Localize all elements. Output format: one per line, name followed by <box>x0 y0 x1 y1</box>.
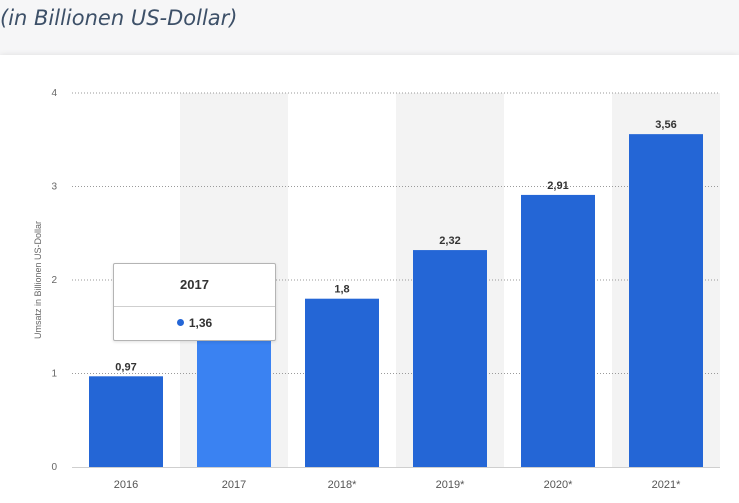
tooltip-row: 1,36 <box>114 307 275 340</box>
bar-value-label: 3,56 <box>655 119 676 131</box>
tooltip-value: 1,36 <box>188 316 213 330</box>
bar-value-label: 1,8 <box>334 284 349 296</box>
x-tick-label: 2020* <box>544 479 573 491</box>
x-tick-label: 2018* <box>328 479 357 491</box>
tooltip-series-dot <box>176 319 184 326</box>
chart-subtitle: (in Billionen US-Dollar) <box>0 6 238 30</box>
y-axis-label: Umsatz in Billionen US-Dollar <box>33 221 43 339</box>
y-tick-label: 1 <box>51 369 57 380</box>
x-tick-label: 2019* <box>436 479 465 491</box>
tooltip: 2017 1,36 <box>113 263 276 341</box>
y-tick-label: 0 <box>51 462 57 473</box>
x-tick-label: 2017 <box>222 479 246 491</box>
x-tick-label: 2016 <box>114 479 138 491</box>
bar-2019 <box>413 250 487 467</box>
y-tick-label: 2 <box>51 275 57 286</box>
bar-value-label: 0,97 <box>115 361 136 373</box>
bar-2021 <box>629 134 703 467</box>
x-tick-label: 2021* <box>652 479 681 491</box>
y-tick-label: 4 <box>51 88 57 99</box>
bar-2018 <box>305 298 379 467</box>
y-tick-label: 3 <box>51 182 57 193</box>
bar-2016 <box>89 376 163 467</box>
bar-value-label: 2,32 <box>439 235 460 247</box>
bar-2020 <box>521 194 595 468</box>
tooltip-category: 2017 <box>114 264 275 307</box>
bar-2017 <box>197 339 271 467</box>
bar-value-label: 2,91 <box>547 180 568 192</box>
